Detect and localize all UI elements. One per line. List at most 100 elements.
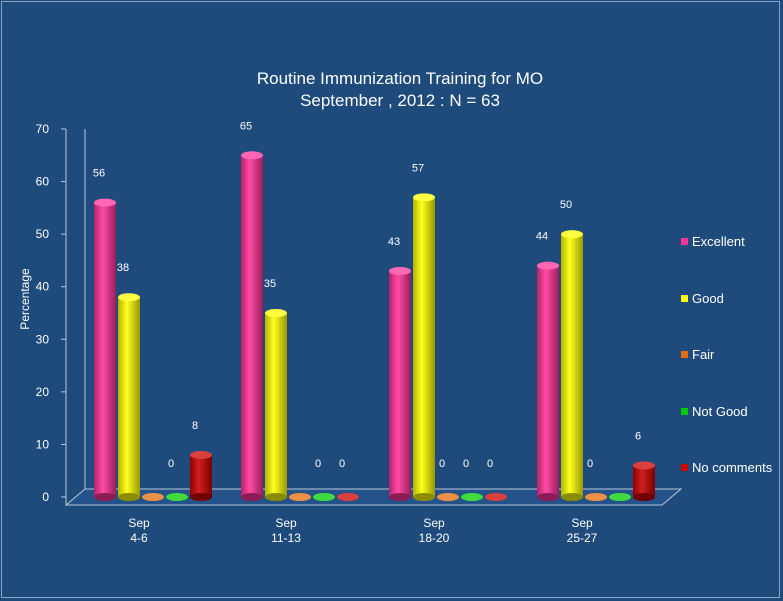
bar-body [537,265,559,497]
category-label-line1: Sep [275,516,297,530]
bar-body [94,202,116,497]
data-label: 0 [168,458,174,470]
bar [389,266,411,501]
bar-top [265,309,287,317]
bar-body [118,297,140,497]
bar [585,493,607,501]
category-label-line2: 18-20 [419,531,450,545]
legend-label: Excellent [692,234,745,249]
y-tick-label: 30 [36,332,50,346]
bar [241,151,263,501]
data-label: 57 [412,162,424,174]
bar-base [633,493,655,501]
bar [633,461,655,501]
bar [118,293,140,501]
bar-body [413,197,435,498]
bar-body [561,234,583,497]
y-tick-label: 50 [36,227,50,241]
y-tick-label: 20 [36,385,50,399]
bar-base [118,493,140,501]
chart-floor [64,129,683,506]
category-label-line2: 4-6 [130,531,148,545]
bar-top [94,198,116,207]
category-label-line2: 11-13 [271,531,301,545]
bar-base [537,493,559,501]
data-label: 50 [560,199,572,211]
data-label: 0 [439,458,445,470]
category-label-line1: Sep [128,516,150,530]
bar-body [389,270,411,497]
legend-label: Fair [692,347,715,362]
data-label: 44 [536,231,548,243]
legend-label: Good [692,291,724,306]
data-label: 0 [487,458,493,470]
bar-top [485,493,507,501]
data-label: 0 [587,458,593,470]
data-label: 0 [463,458,469,470]
floor-plane [64,488,683,506]
bar-top [413,193,435,202]
data-label: 8 [192,420,198,432]
bar-body [241,155,263,498]
data-label: 43 [388,236,400,248]
bar [413,193,435,501]
data-label: 0 [339,458,345,470]
bar [561,230,583,501]
bar-top [241,151,263,160]
chart-subtitle: September , 2012 : N = 63 [300,91,500,110]
bar-base [190,493,212,501]
bar-base [241,493,263,501]
bar-top [585,493,607,501]
bar-top [561,230,583,239]
bar [313,493,335,501]
bar-top [166,493,188,501]
bar-top [313,493,335,501]
legend-label: No comments [692,460,773,475]
bar [289,493,311,501]
legend-swatch [681,295,688,302]
legend-swatch [681,238,688,245]
bar-base [389,493,411,501]
legend-swatch [681,408,688,415]
bar [190,450,212,501]
bar-base [413,493,435,501]
bar-base [94,493,116,501]
bar [166,493,188,501]
bar [609,493,631,501]
y-tick-label: 0 [42,490,49,504]
bars-group [94,151,655,501]
data-labels-group: 56 65 43 44 38 35 57 50 0 0 0 0 0 8 0 0 6 [93,120,641,470]
category-label-line1: Sep [423,516,445,530]
bar-base [561,493,583,501]
legend-swatch [681,464,688,471]
data-label: 6 [635,430,641,442]
bar-top [609,493,631,501]
bar [337,493,359,501]
legend-swatch [681,351,688,358]
bar-top [437,493,459,501]
category-label-line2: 25-27 [567,531,598,545]
bar [537,261,559,501]
chart-title: Routine Immunization Training for MO [257,69,543,88]
bar-base [265,493,287,501]
y-axis: 0 10 20 30 40 50 60 70 [36,122,67,505]
y-axis-title: Percentage [18,268,32,330]
bar-top [389,266,411,275]
data-label: 65 [240,120,252,132]
y-tick-label: 10 [36,437,50,451]
bar-top [461,493,483,501]
bar-top [142,493,164,501]
legend[interactable]: Excellent Good Fair Not Good No comments [681,234,773,475]
data-label: 35 [264,278,276,290]
category-label-line1: Sep [571,516,593,530]
bar-body [190,454,212,497]
bar-top [289,493,311,501]
bar-top [337,493,359,501]
bar-top [118,293,140,302]
bar-body [265,313,287,497]
legend-label: Not Good [692,404,748,419]
bar [437,493,459,501]
